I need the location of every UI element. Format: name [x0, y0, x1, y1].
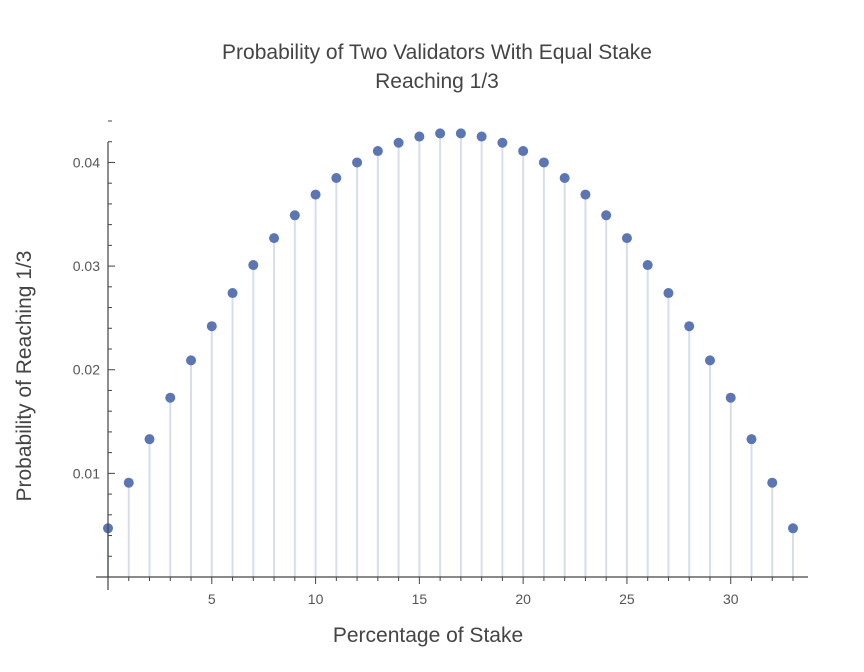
x-tick-label: 25	[619, 591, 635, 607]
data-point	[663, 288, 674, 299]
data-point	[704, 355, 715, 366]
data-point	[518, 146, 529, 157]
x-tick-label: 20	[515, 591, 531, 607]
x-ticks: 5 10 15 20 25 30	[107, 577, 794, 607]
data-point	[227, 288, 238, 299]
data-point	[725, 392, 736, 403]
data-point	[165, 392, 176, 403]
data-point	[476, 131, 487, 142]
data-point	[310, 189, 321, 200]
data-point	[497, 137, 508, 148]
data-point	[767, 477, 778, 488]
data-point	[352, 157, 363, 168]
stems-layer	[107, 133, 794, 577]
data-point	[331, 173, 342, 183]
data-point	[269, 233, 280, 244]
y-axis-label: Probability of Reaching 1/3	[13, 251, 36, 502]
data-point	[746, 434, 757, 445]
data-point	[435, 128, 446, 139]
y-tick-label: 0.02	[73, 362, 100, 378]
data-point	[248, 260, 259, 271]
data-point	[642, 260, 653, 271]
chart-title-line-2: Reaching 1/3	[375, 70, 499, 93]
data-point	[123, 477, 134, 488]
x-tick-label: 10	[308, 591, 324, 607]
data-point	[455, 128, 466, 139]
data-point	[414, 131, 425, 142]
data-point	[580, 189, 591, 200]
x-tick-label: 15	[412, 591, 428, 607]
y-tick-label: 0.04	[73, 154, 100, 170]
points-layer	[103, 128, 798, 534]
data-point	[372, 146, 383, 157]
chart-title-line-1: Probability of Two Validators With Equal…	[222, 41, 652, 64]
data-point	[788, 523, 798, 534]
x-tick-label: 30	[723, 591, 739, 607]
data-point	[393, 137, 404, 148]
data-point	[621, 233, 632, 244]
data-point	[559, 173, 570, 183]
data-point	[684, 321, 695, 332]
data-point	[538, 157, 549, 168]
x-axis-label: Percentage of Stake	[333, 624, 523, 647]
x-tick-label: 5	[208, 591, 216, 607]
data-point	[289, 210, 300, 221]
data-point	[206, 321, 217, 332]
y-ticks: 0.01 0.02 0.03 0.04	[73, 120, 115, 557]
y-tick-label: 0.03	[73, 258, 100, 274]
data-point	[144, 434, 155, 445]
data-point	[186, 355, 197, 366]
data-point	[601, 210, 612, 221]
y-tick-label: 0.01	[73, 465, 100, 481]
